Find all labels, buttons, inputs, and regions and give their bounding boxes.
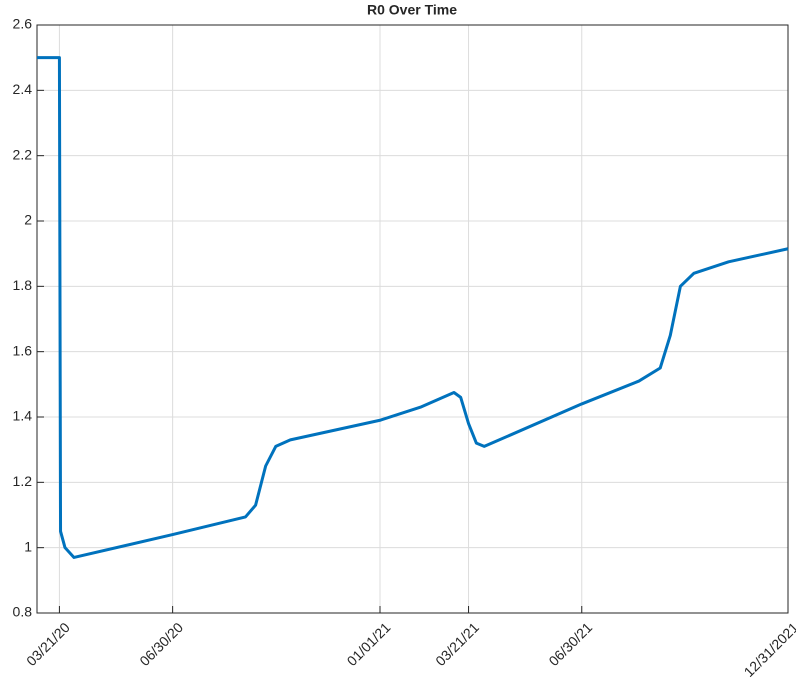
x-tick-label: 03/21/21 xyxy=(432,619,482,669)
y-tick-label: 2.6 xyxy=(13,16,33,32)
x-tick-label: 06/30/21 xyxy=(545,619,595,669)
axes-box xyxy=(36,24,789,614)
y-tick-label: 0.8 xyxy=(13,604,33,620)
y-tick-label: 1.8 xyxy=(13,277,33,293)
chart-title: R0 Over Time xyxy=(367,2,457,18)
y-tick-label: 1.4 xyxy=(13,408,33,424)
y-tick-label: 1.6 xyxy=(13,342,33,358)
y-tick-label: 2.4 xyxy=(13,81,33,97)
x-tick-label: 01/01/21 xyxy=(344,619,394,669)
line xyxy=(37,56,789,559)
y-tick-label: 1 xyxy=(24,538,32,554)
x-tick-label: 03/21/20 xyxy=(23,619,73,669)
y-tick-label: 1.2 xyxy=(13,473,33,489)
y-tick-label: 2 xyxy=(24,212,32,228)
x-tick-label: 06/30/20 xyxy=(136,619,186,669)
x-tick-label: 12/31/2021 xyxy=(741,619,796,680)
y-tick-label: 2.2 xyxy=(13,146,33,162)
